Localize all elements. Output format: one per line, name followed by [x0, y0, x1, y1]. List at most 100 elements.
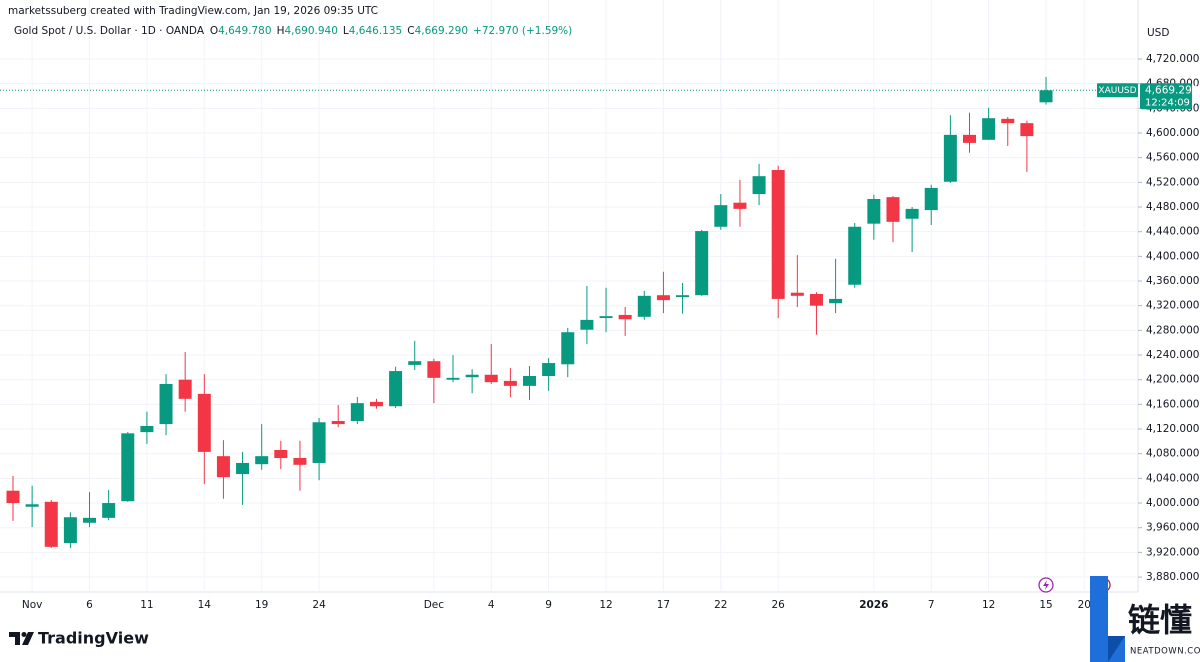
y-tick-label: 3,880.000 — [1146, 571, 1199, 583]
y-tick-label: 4,480.000 — [1146, 201, 1199, 213]
currency-label: USD — [1147, 27, 1169, 39]
candle-body — [771, 170, 785, 299]
x-tick-label: 9 — [545, 599, 552, 611]
grid — [0, 0, 1142, 592]
y-tick-label: 4,520.000 — [1146, 176, 1199, 188]
candle-body — [982, 118, 996, 140]
legend: Gold Spot / U.S. Dollar · 1D · OANDA O4,6… — [14, 25, 572, 37]
price-tag-value: 4,669.290 — [1145, 84, 1198, 96]
candles — [6, 76, 1053, 549]
x-tick-label: Nov — [22, 599, 43, 611]
x-tick-label: 15 — [1039, 599, 1052, 611]
symbol-tag-text: XAUUSD — [1098, 86, 1136, 96]
candle-body — [829, 298, 843, 304]
candle-body — [599, 316, 613, 319]
x-tick-label: 2026 — [859, 599, 888, 611]
candle-body — [886, 197, 900, 222]
candle-body — [790, 292, 804, 296]
event-icon[interactable] — [1038, 577, 1054, 593]
tv-logo-mark — [22, 632, 34, 645]
candle-body — [695, 231, 709, 296]
candle-body — [1020, 123, 1034, 137]
candle-body — [905, 208, 919, 219]
candle-body — [369, 401, 383, 407]
x-tick-label: 26 — [772, 599, 786, 611]
legend-key: C — [407, 25, 414, 37]
legend-key: O — [210, 25, 218, 37]
y-tick-label: 4,600.000 — [1146, 127, 1199, 139]
candle-body — [25, 504, 39, 507]
y-tick-label: 4,000.000 — [1146, 497, 1199, 509]
x-tick-label: 24 — [312, 599, 326, 611]
candle-body — [446, 377, 460, 380]
candle-body — [312, 422, 326, 463]
candle-body — [236, 462, 250, 475]
legend-key: H — [277, 25, 285, 37]
tv-logo — [9, 632, 34, 645]
legend-value: 4,646.135 — [349, 25, 402, 37]
x-tick-label: 4 — [488, 599, 495, 611]
x-tick-label: 19 — [255, 599, 268, 611]
tv-logo-mark — [9, 632, 20, 645]
candle-body — [6, 490, 20, 504]
candle-body — [676, 295, 690, 298]
candle-body — [943, 134, 957, 182]
legend-value: 4,690.940 — [284, 25, 337, 37]
candle-body — [618, 314, 632, 320]
candle-body — [274, 450, 288, 459]
legend-value: 4,669.290 — [415, 25, 468, 37]
x-tick-label: 17 — [657, 599, 670, 611]
candle-body — [503, 380, 517, 386]
y-tick-label: 4,120.000 — [1146, 423, 1199, 435]
candle-body — [427, 361, 441, 378]
candle-body — [542, 363, 556, 376]
x-tick-label: 12 — [599, 599, 612, 611]
legend-change: +72.970 (+1.59%) — [473, 25, 572, 37]
legend-value: 4,649.780 — [218, 25, 271, 37]
candle-body — [255, 456, 269, 465]
candle-body — [867, 198, 881, 224]
candle-body — [44, 501, 58, 547]
candle-body — [1001, 118, 1015, 124]
candle-body — [121, 433, 135, 502]
x-tick-label: 11 — [140, 599, 153, 611]
price-tag-countdown: 12:24:09 — [1145, 97, 1190, 108]
candle-body — [408, 361, 422, 365]
candle-body — [197, 393, 211, 452]
overlay: 3,880.000 3,920.000 3,960.000 4,000.000 4,04… — [0, 25, 1199, 611]
watermark-brand: 链懂 — [1128, 601, 1192, 639]
candle-body — [484, 374, 498, 383]
candle-body — [178, 379, 192, 399]
candle-body — [637, 295, 651, 317]
y-tick-label: 4,360.000 — [1146, 275, 1199, 287]
watermark-logo — [1090, 576, 1125, 662]
y-tick-label: 4,040.000 — [1146, 472, 1199, 484]
x-tick-label: 6 — [86, 599, 93, 611]
price-tag — [1140, 83, 1192, 110]
candle-body — [1039, 90, 1053, 103]
candle-body — [848, 226, 862, 285]
symbol-tag — [1097, 83, 1138, 98]
candle-body — [733, 202, 747, 209]
candle-body — [102, 503, 116, 518]
y-tick-label: 4,280.000 — [1146, 324, 1199, 336]
candle-body — [580, 319, 594, 330]
candle-body — [331, 421, 345, 425]
candle-body — [350, 403, 364, 422]
candle-body — [293, 458, 307, 465]
candle-body — [389, 371, 403, 407]
y-tick-label: 4,400.000 — [1146, 250, 1199, 262]
footer-logo-text: TradingView — [38, 629, 149, 648]
tv-logo-dot — [21, 632, 27, 637]
x-tick-label: 12 — [982, 599, 995, 611]
y-tick-label: 4,240.000 — [1146, 349, 1199, 361]
candle-body — [140, 425, 154, 433]
candle-body — [523, 375, 537, 386]
candle-body — [924, 187, 938, 211]
candle-body — [656, 295, 670, 301]
x-tick-label: 7 — [928, 599, 935, 611]
y-tick-label: 4,200.000 — [1146, 374, 1199, 386]
y-tick-label: 3,960.000 — [1146, 522, 1199, 534]
y-tick-label: 4,320.000 — [1146, 300, 1199, 312]
